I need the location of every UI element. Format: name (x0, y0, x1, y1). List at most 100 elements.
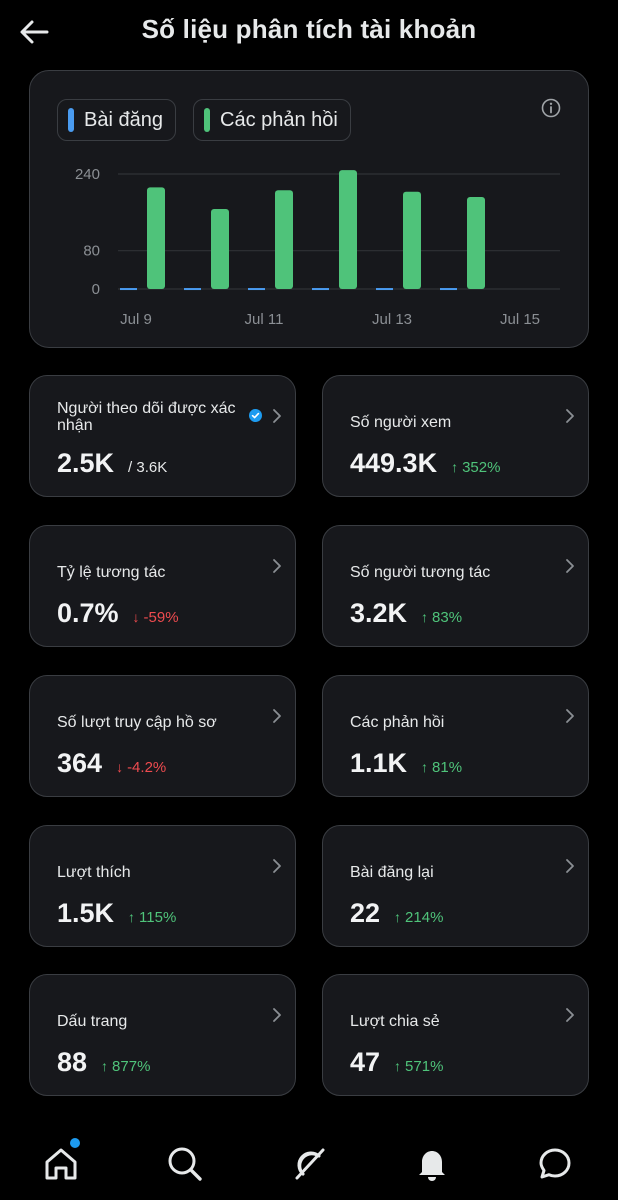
bar-posts (120, 288, 137, 291)
stat-value-row: 1.5K ↑ 115% (57, 898, 176, 929)
stat-label: Số người tương tác (350, 564, 491, 581)
stat-total: / 3.6K (128, 459, 168, 476)
chevron-right-icon (566, 709, 574, 723)
arrow-down-icon: ↓ (116, 759, 124, 775)
legend-posts-chip[interactable]: Bài đăng (57, 99, 176, 141)
bar-posts (184, 288, 201, 291)
stat-change: ↓ -59% (133, 609, 179, 626)
arrow-up-icon: ↑ (421, 759, 429, 775)
bar-posts (440, 288, 457, 291)
stat-change-value: 352% (462, 458, 501, 476)
home-notification-dot (70, 1138, 80, 1148)
back-button[interactable] (16, 14, 52, 50)
stat-change: ↑ 81% (421, 759, 462, 776)
stat-change: ↑ 571% (394, 1058, 443, 1075)
bar-replies (275, 190, 293, 289)
stat-card[interactable]: Số người xem 449.3K ↑ 352% (322, 375, 589, 497)
stat-label: Bài đăng lại (350, 864, 434, 881)
bell-icon (419, 1151, 445, 1181)
stat-value-row: 364 ↓ -4.2% (57, 748, 166, 779)
y-tick-label: 80 (83, 243, 100, 260)
chevron-right-icon (566, 559, 574, 573)
stat-label: Số người xem (350, 414, 452, 431)
home-icon (45, 1148, 77, 1180)
arrow-up-icon: ↑ (421, 609, 429, 625)
chevron-right-icon (566, 1008, 574, 1022)
bar-replies (403, 191, 421, 289)
bar-replies (467, 197, 485, 289)
arrow-up-icon: ↑ (101, 1058, 109, 1074)
x-tick-label: Jul 9 (120, 311, 152, 328)
stat-value: 47 (350, 1047, 381, 1077)
chevron-right-icon (273, 409, 281, 423)
x-tick-label: Jul 13 (372, 311, 412, 328)
stat-card[interactable]: Bài đăng lại 22 ↑ 214% (322, 825, 589, 947)
y-tick-label: 0 (92, 281, 100, 298)
info-icon (541, 98, 561, 118)
stat-value-row: 449.3K ↑ 352% (350, 448, 500, 479)
stat-change-value: 81% (432, 758, 463, 776)
stat-change: ↑ 877% (101, 1058, 150, 1075)
nav-search[interactable] (163, 1142, 207, 1186)
bar-posts (312, 288, 329, 291)
stat-change: ↑ 214% (394, 909, 443, 926)
stat-change-value: -4.2% (127, 758, 167, 776)
stat-card[interactable]: Lượt chia sẻ 47 ↑ 571% (322, 974, 589, 1096)
legend-posts-swatch (68, 108, 74, 132)
stat-value: 2.5K (57, 448, 115, 478)
stat-change-value: -59% (143, 608, 179, 626)
chevron-right-icon (273, 559, 281, 573)
page-title: Số liệu phân tích tài khoản (141, 14, 477, 44)
nav-notifications[interactable] (410, 1142, 454, 1186)
stat-value: 0.7% (57, 598, 119, 628)
stat-card[interactable]: Số người tương tác 3.2K ↑ 83% (322, 525, 589, 647)
nav-home[interactable] (39, 1142, 83, 1186)
verified-badge-icon (249, 409, 262, 422)
arrow-up-icon: ↑ (451, 459, 459, 475)
stat-value-row: 47 ↑ 571% (350, 1047, 443, 1078)
stat-value: 3.2K (350, 598, 408, 628)
stat-change-value: 214% (405, 908, 444, 926)
chevron-right-icon (273, 859, 281, 873)
arrow-up-icon: ↑ (128, 909, 136, 925)
stat-change-value: 83% (432, 608, 463, 626)
header: Số liệu phân tích tài khoản (0, 0, 618, 66)
search-icon (168, 1147, 202, 1181)
nav-messages[interactable] (533, 1142, 577, 1186)
stat-value-row: 22 ↑ 214% (350, 898, 443, 929)
stat-card[interactable]: Tỷ lệ tương tác 0.7% ↓ -59% (29, 525, 296, 647)
bar-replies (339, 170, 357, 289)
stat-card[interactable]: Các phản hồi 1.1K ↑ 81% (322, 675, 589, 797)
stat-change: ↓ -4.2% (116, 759, 166, 776)
stat-value: 1.1K (350, 748, 408, 778)
stat-label: Các phản hồi (350, 714, 445, 731)
arrow-up-icon: ↑ (394, 1058, 402, 1074)
info-button[interactable] (540, 97, 562, 119)
chevron-right-icon (566, 409, 574, 423)
bar-replies (147, 187, 165, 289)
stat-value: 364 (57, 748, 103, 778)
legend-replies-chip[interactable]: Các phản hồi (193, 99, 351, 141)
stat-label: Tỷ lệ tương tác (57, 564, 166, 581)
x-tick-label: Jul 15 (500, 311, 540, 328)
stat-card[interactable]: Số lượt truy cập hồ sơ 364 ↓ -4.2% (29, 675, 296, 797)
stat-value-row: 0.7% ↓ -59% (57, 598, 179, 629)
chevron-right-icon (273, 709, 281, 723)
chevron-right-icon (273, 1008, 281, 1022)
x-tick-label: Jul 11 (245, 311, 284, 328)
stat-value: 449.3K (350, 448, 438, 478)
chart-card: 240 80 0 Jul 9 Jul 11 Jul 13 Jul 15 Bài đăng C… (29, 70, 589, 348)
stat-card[interactable]: Người theo dõi được xác nhận 2.5K / 3.6K (29, 375, 296, 497)
stat-label: Lượt chia sẻ (350, 1013, 440, 1030)
legend-replies-label: Các phản hồi (220, 108, 338, 131)
arrow-down-icon: ↓ (132, 609, 140, 625)
stat-card[interactable]: Dấu trang 88 ↑ 877% (29, 974, 296, 1096)
stat-value: 22 (350, 898, 381, 928)
stat-label: Dấu trang (57, 1013, 128, 1030)
stat-label: Số lượt truy cập hồ sơ (57, 714, 217, 731)
bar-posts (376, 288, 393, 291)
stat-value-row: 88 ↑ 877% (57, 1047, 150, 1078)
stat-card[interactable]: Lượt thích 1.5K ↑ 115% (29, 825, 296, 947)
stat-value-row: 3.2K ↑ 83% (350, 598, 462, 629)
nav-grok[interactable] (287, 1142, 331, 1186)
